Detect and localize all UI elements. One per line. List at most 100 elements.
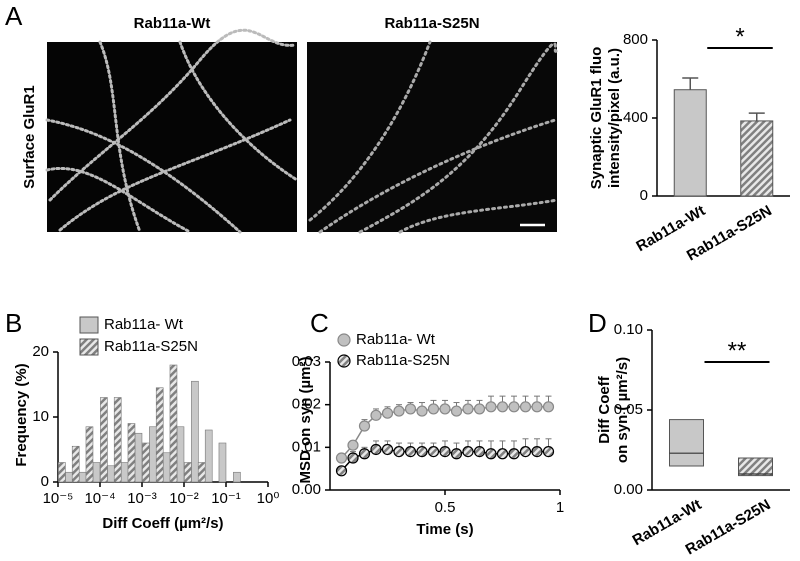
- y-tick-label: 0: [41, 473, 49, 490]
- bar: [176, 426, 185, 483]
- point: [450, 448, 463, 460]
- point: [381, 407, 394, 419]
- point: [439, 446, 451, 458]
- point: [485, 448, 497, 460]
- point: [335, 465, 348, 477]
- legend-label: Rab11a-S25N: [104, 338, 198, 355]
- y-tick-label: 0: [640, 187, 648, 204]
- y-tick-label: 0.01: [292, 438, 321, 455]
- legend-label: Rab11a- Wt: [356, 331, 436, 348]
- point: [496, 401, 509, 413]
- point: [519, 446, 532, 458]
- y-tick-label: 0.02: [292, 396, 321, 413]
- bar: [71, 445, 80, 483]
- bar: [218, 442, 227, 483]
- point: [427, 446, 440, 458]
- point: [531, 401, 543, 413]
- point: [485, 401, 497, 413]
- y-tick-label: 0.03: [292, 353, 321, 370]
- panel-label: D: [588, 308, 607, 338]
- y-axis-label: Diff Coeff: [596, 375, 613, 443]
- y-axis-label: intensity/pixel (a.u.): [606, 48, 623, 188]
- y-tick-label: 0.00: [292, 481, 321, 498]
- point: [496, 448, 509, 460]
- point: [416, 405, 428, 417]
- y-tick-label: 0.00: [614, 481, 643, 498]
- point: [462, 403, 474, 415]
- image-title: Rab11a-S25N: [384, 15, 479, 32]
- panel-label: C: [310, 308, 329, 338]
- bar: [673, 89, 707, 197]
- point: [370, 443, 382, 456]
- bar: [120, 462, 129, 483]
- bar: [233, 471, 241, 483]
- x-tick-label: 1: [556, 499, 564, 516]
- bar: [197, 462, 206, 483]
- y-tick-label: 0.05: [614, 401, 643, 418]
- x-tick-label: 10⁻⁵: [43, 490, 74, 507]
- x-tick-label: 10⁻²: [169, 490, 199, 507]
- box: [738, 457, 773, 477]
- point: [347, 452, 359, 464]
- bar: [740, 120, 774, 197]
- bar: [155, 387, 164, 483]
- point: [381, 443, 394, 456]
- point: [462, 446, 474, 458]
- bar: [204, 429, 213, 483]
- point: [335, 452, 348, 464]
- image-title: Rab11a-Wt: [134, 15, 211, 32]
- point: [347, 439, 359, 451]
- point: [531, 446, 543, 458]
- bar: [169, 364, 178, 483]
- x-tick-label: 10⁻⁴: [84, 490, 115, 507]
- y-tick-label: 0.10: [614, 321, 643, 338]
- bar: [149, 426, 157, 483]
- point: [393, 446, 405, 458]
- x-tick-label: 10⁻¹: [211, 490, 241, 507]
- x-tick-label: 10⁻³: [127, 490, 157, 507]
- micrograph: [45, 28, 299, 234]
- point: [473, 446, 486, 458]
- y-tick-label: 400: [623, 109, 648, 126]
- y-axis-label: MSD on syn (µm²): [297, 357, 314, 484]
- x-axis-label: Time (s): [416, 521, 473, 538]
- bar: [191, 380, 199, 483]
- significance-label: **: [728, 337, 747, 364]
- point: [508, 448, 520, 460]
- point: [358, 448, 371, 460]
- point: [358, 420, 371, 432]
- y-axis-label: Synaptic GluR1 fluo: [588, 47, 605, 190]
- x-axis-label: Diff Coeff (µm²/s): [102, 515, 223, 532]
- y-tick-label: 800: [623, 31, 648, 48]
- significance-label: *: [735, 23, 744, 50]
- point: [416, 446, 428, 458]
- bar: [92, 462, 101, 483]
- bar: [58, 462, 66, 483]
- legend-swatch: [79, 316, 99, 334]
- image-ylabel: Surface GluR1: [21, 85, 38, 188]
- x-tick-label: 0.5: [435, 499, 456, 516]
- point: [439, 403, 451, 415]
- panel-label: B: [5, 308, 22, 338]
- bar: [142, 442, 150, 483]
- bar: [127, 423, 136, 483]
- y-axis-label: Frequency (%): [13, 363, 30, 466]
- bar: [65, 471, 73, 483]
- bar: [78, 471, 87, 483]
- bar: [100, 397, 108, 483]
- point: [393, 405, 405, 417]
- legend-swatch: [79, 338, 99, 356]
- y-tick-label: 20: [32, 343, 49, 360]
- y-tick-label: 10: [32, 408, 49, 425]
- point: [542, 401, 555, 413]
- x-tick-label: 10⁰: [257, 490, 280, 507]
- point: [542, 446, 555, 458]
- point: [508, 401, 520, 413]
- legend-label: Rab11a- Wt: [104, 316, 184, 333]
- point: [404, 446, 417, 458]
- bar: [113, 397, 122, 483]
- point: [519, 401, 532, 413]
- bar: [134, 432, 143, 483]
- point: [427, 403, 440, 415]
